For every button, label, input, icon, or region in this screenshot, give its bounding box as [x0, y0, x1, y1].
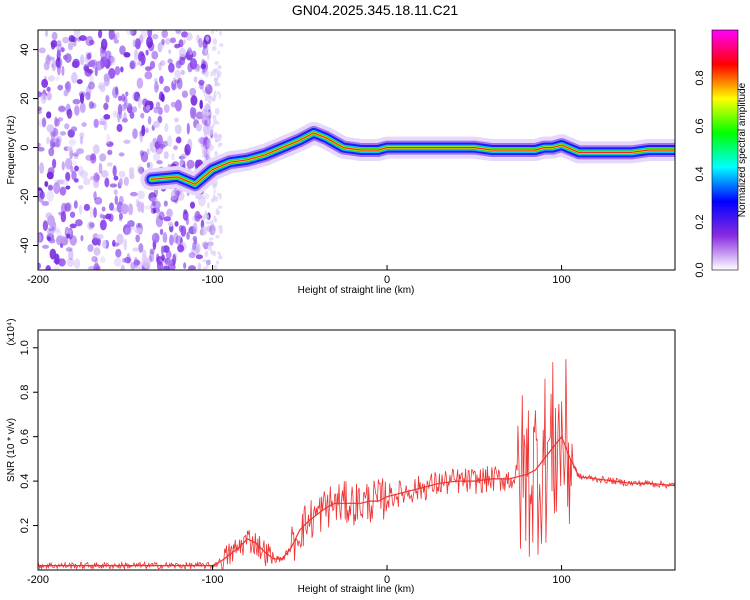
colorbar-label: Normalized spectral amplitude	[737, 82, 748, 217]
spectrogram-x-tick-label: -100	[202, 274, 224, 286]
snr-y-tick-label: 1.0	[19, 340, 31, 355]
snr-y-scale-label: (x10⁴)	[6, 318, 17, 345]
spectrogram-frame	[37, 29, 676, 271]
colorbar-ticks: 0.0 0.2 0.4 0.6 0.8	[694, 70, 706, 277]
snr-y-tick-label: 0.8	[19, 385, 31, 400]
snr-panel: -200 -100 0 100 0.2 0.4 0.6 0.8 1.0 Height of s…	[6, 318, 676, 595]
spectrogram-x-tick-label: 100	[552, 274, 570, 286]
spectrogram-x-ticks: -200 -100 0 100	[27, 265, 571, 286]
snr-x-ticks: -200 -100 0 100	[27, 565, 571, 586]
spectrogram-y-ticks: -40 -20 0 20 40	[19, 43, 38, 253]
snr-x-tick-label: 0	[384, 574, 390, 586]
spectrogram-noise-speckle	[38, 30, 224, 270]
spectrogram-y-tick-label: -40	[19, 238, 31, 254]
snr-x-tick-label: -200	[27, 574, 49, 586]
snr-x-tick-label: 100	[552, 574, 570, 586]
colorbar-tick-label: 0.6	[694, 118, 706, 133]
spectrogram-y-tick-label: 40	[19, 43, 31, 55]
colorbar-tick-label: 0.8	[694, 70, 706, 85]
snr-series-line	[38, 435, 675, 567]
snr-y-tick-label: 0.6	[19, 429, 31, 444]
colorbar: 0.0 0.2 0.4 0.6 0.8 Normalized spectral ampl…	[694, 29, 748, 278]
spectrogram-x-tick-label: -200	[27, 274, 49, 286]
spectrogram-x-tick-label: 0	[384, 274, 390, 286]
spectrogram-x-label: Height of straight line (km)	[298, 285, 415, 296]
snr-x-tick-label: -100	[202, 574, 224, 586]
spectrogram-y-tick-label: 20	[19, 92, 31, 104]
spectrogram-y-tick-label: 0	[19, 144, 31, 150]
colorbar-tick-label: 0.0	[694, 262, 706, 277]
snr-y-label: SNR (10 * v/v)	[6, 418, 17, 482]
snr-marks	[38, 359, 675, 570]
colorbar-tick-label: 0.4	[694, 166, 706, 181]
snr-noise-texture	[38, 359, 675, 570]
spectrogram-ridge	[140, 121, 675, 196]
spectrogram-y-label: Frequency (Hz)	[6, 116, 17, 185]
snr-y-ticks: 0.2 0.4 0.6 0.8 1.0	[19, 340, 38, 533]
snr-y-tick-label: 0.4	[19, 473, 31, 488]
snr-x-label: Height of straight line (km)	[298, 584, 415, 595]
spectrogram-y-tick-label: -20	[19, 189, 31, 205]
spectrogram-marks	[38, 30, 675, 270]
colorbar-scale	[711, 29, 739, 271]
figure-title: GN04.2025.345.18.11.C21	[291, 2, 459, 18]
colorbar-tick-label: 0.2	[694, 214, 706, 229]
snr-frame	[37, 329, 676, 571]
snr-y-tick-label: 0.2	[19, 518, 31, 533]
